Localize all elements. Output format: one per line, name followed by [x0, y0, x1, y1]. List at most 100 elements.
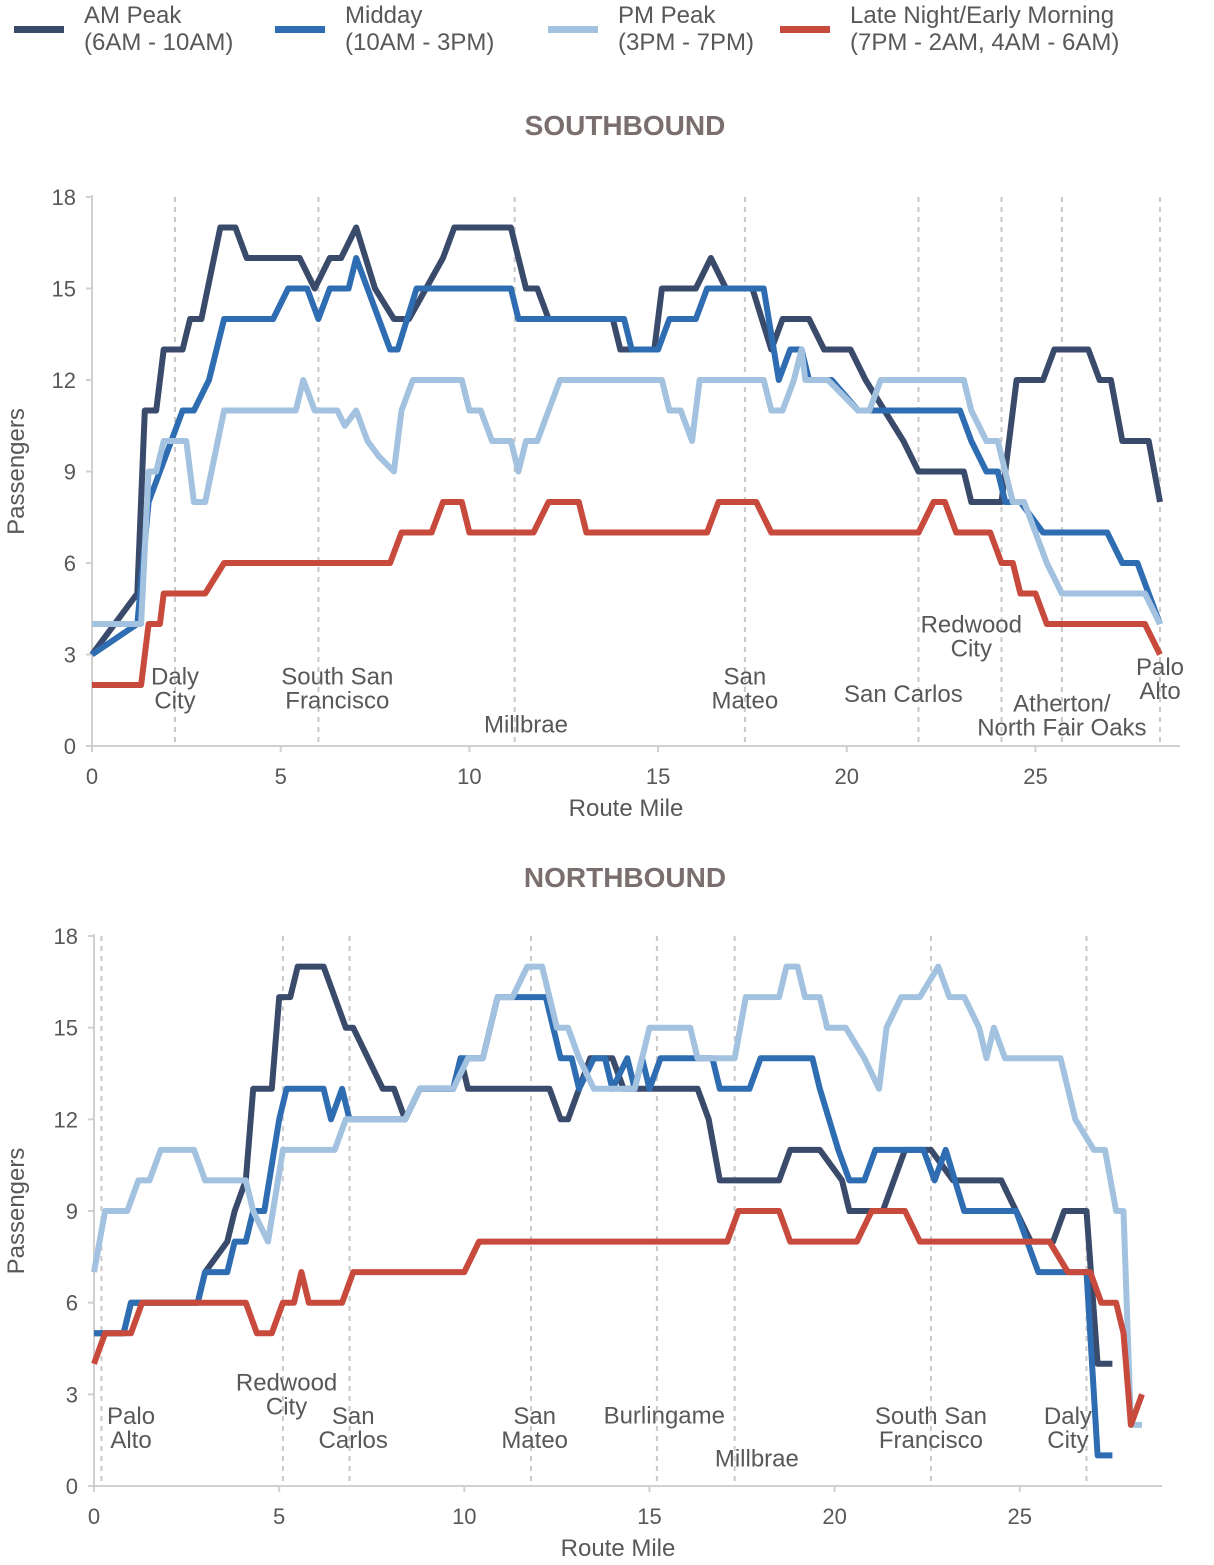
station-label-line: South San [875, 1403, 987, 1430]
series-line-0 [94, 963, 1113, 1367]
station-label-line: Atherton/ [1013, 691, 1111, 718]
x-tick-label: 20 [822, 1504, 846, 1529]
x-tick-label: 15 [637, 1504, 661, 1529]
station-label: Palo Alto [1136, 654, 1184, 705]
station-label: Palo Alto [107, 1403, 155, 1454]
y-axis-label: Passengers [3, 1148, 30, 1275]
station-label-line: Redwood [236, 1370, 337, 1397]
station-label-line: Palo [1136, 654, 1184, 681]
y-axis-label: Passengers [3, 408, 30, 535]
legend-name: Midday [345, 2, 423, 29]
series-line-3 [91, 1208, 1145, 1428]
station-label: Daly City [151, 663, 199, 714]
legend-swatch [275, 26, 325, 33]
station-label-line: City [266, 1394, 307, 1421]
station-label: Daly City [1044, 1403, 1092, 1454]
station-label-line: Redwood [921, 611, 1022, 638]
x-axis-label: Route Mile [569, 795, 684, 822]
x-tick-label: 10 [457, 764, 481, 789]
y-tick-label: 6 [64, 551, 76, 576]
y-tick-label: 6 [66, 1291, 78, 1316]
x-tick-label: 5 [275, 764, 287, 789]
station-label-line: Francisco [879, 1427, 983, 1454]
station-label: Redwood City [236, 1370, 337, 1421]
y-tick-label: 18 [54, 924, 78, 949]
y-tick-label: 12 [52, 368, 76, 393]
x-tick-label: 25 [1023, 764, 1047, 789]
legend-swatch [14, 26, 64, 33]
x-tick-label: 25 [1008, 1504, 1032, 1529]
series-line-2 [92, 346, 1163, 627]
y-tick-label: 9 [66, 1199, 78, 1224]
series-line-1 [90, 255, 1163, 657]
station-label: San Mateo [501, 1403, 568, 1454]
x-tick-label: 0 [88, 1504, 100, 1529]
y-tick-label: 18 [52, 185, 76, 210]
y-tick-label: 0 [64, 734, 76, 759]
station-label: South San Francisco [875, 1403, 987, 1454]
station-label-line: Millbrae [715, 1446, 799, 1473]
y-tick-label: 15 [52, 277, 76, 302]
legend-label: AM Peak (6AM - 10AM) [84, 2, 233, 56]
station-label-line: Millbrae [484, 712, 568, 739]
y-tick-label: 15 [54, 1016, 78, 1041]
legend-range: (3PM - 7PM) [618, 29, 755, 56]
y-tick-label: 0 [66, 1474, 78, 1499]
legend-name: AM Peak [84, 2, 182, 29]
station-label-line: San [513, 1403, 556, 1430]
y-tick-label: 3 [64, 643, 76, 668]
chart-title: NORTHBOUND [524, 862, 726, 893]
x-axis-label: Route Mile [561, 1535, 676, 1562]
station-label: San Mateo [712, 663, 779, 714]
station-label-line: Alto [1139, 678, 1180, 705]
chart-title: SOUTHBOUND [525, 110, 726, 141]
station-label-line: Daly [151, 663, 199, 690]
station-label-line: Carlos [319, 1427, 388, 1454]
station-label-line: San [332, 1403, 375, 1430]
series-line-0 [89, 224, 1163, 657]
station-label: Millbrae [715, 1446, 799, 1473]
station-label-line: Mateo [501, 1427, 568, 1454]
station-label-line: Alto [110, 1427, 151, 1454]
x-tick-label: 5 [273, 1504, 285, 1529]
station-label-line: North Fair Oaks [977, 715, 1146, 742]
legend-name: PM Peak [618, 2, 716, 29]
station-label: San Carlos [844, 681, 963, 708]
station-label: Atherton/North Fair Oaks [977, 691, 1146, 742]
x-tick-label: 15 [646, 764, 670, 789]
station-label-line: City [1047, 1427, 1088, 1454]
y-tick-label: 12 [54, 1107, 78, 1132]
station-label-line: San Carlos [844, 681, 963, 708]
station-label: Burlingame [604, 1403, 725, 1430]
station-label: South San Francisco [281, 663, 393, 714]
station-label-line: South San [281, 663, 393, 690]
x-tick-label: 10 [452, 1504, 476, 1529]
station-label-line: Palo [107, 1403, 155, 1430]
x-tick-label: 20 [835, 764, 859, 789]
legend-swatch [780, 26, 830, 33]
y-tick-label: 9 [64, 460, 76, 485]
legend-label: PM Peak (3PM - 7PM) [618, 2, 754, 56]
station-label-line: City [951, 635, 992, 662]
station-label-line: Daly [1044, 1403, 1092, 1430]
series-line-3 [92, 499, 1163, 688]
station-label-line: Francisco [285, 687, 389, 714]
legend-swatch [548, 26, 598, 33]
station-label-line: Burlingame [604, 1403, 725, 1430]
legend-label: Midday (10AM - 3PM) [345, 2, 494, 56]
station-label: Redwood City [921, 611, 1022, 662]
legend-range: (10AM - 3PM) [345, 29, 495, 56]
legend-label: Late Night/Early Morning (7PM - 2AM, 4AM … [850, 2, 1119, 56]
series-line-2 [91, 963, 1142, 1428]
legend-range: (7PM - 2AM, 4AM - 6AM) [850, 29, 1120, 56]
station-label-line: San [724, 663, 767, 690]
y-tick-label: 3 [66, 1382, 78, 1407]
series-line-1 [94, 994, 1113, 1459]
northbound-chart: NORTHBOUND 0 3 6 9 12 15 18 0 5 10 15 20 25 Route Mile… [3, 862, 1162, 1562]
southbound-chart: SOUTHBOUND 0 3 6 9 12 15 18 0 5 10 15 20 25 Route Mile… [3, 110, 1184, 822]
x-tick-label: 0 [86, 764, 98, 789]
station-label-line: City [154, 687, 195, 714]
station-label: San Carlos [319, 1403, 388, 1454]
legend: AM Peak (6AM - 10AM) Midday (10AM - 3PM) PM … [0, 0, 1214, 70]
station-label: Millbrae [484, 712, 568, 739]
